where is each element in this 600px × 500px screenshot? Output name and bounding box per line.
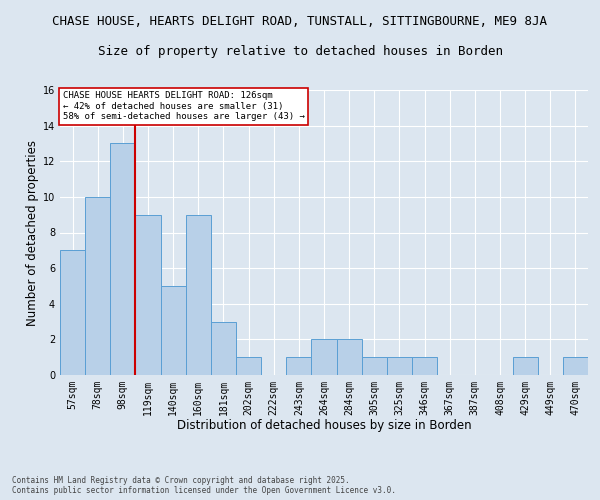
Bar <box>186 214 211 375</box>
Bar <box>161 286 186 375</box>
Text: CHASE HOUSE HEARTS DELIGHT ROAD: 126sqm
← 42% of detached houses are smaller (31: CHASE HOUSE HEARTS DELIGHT ROAD: 126sqm … <box>62 92 305 121</box>
Text: Size of property relative to detached houses in Borden: Size of property relative to detached ho… <box>97 45 503 58</box>
Bar <box>136 214 161 375</box>
Bar <box>236 357 261 375</box>
Bar <box>85 197 110 375</box>
X-axis label: Distribution of detached houses by size in Borden: Distribution of detached houses by size … <box>176 420 472 432</box>
Bar <box>286 357 311 375</box>
Bar <box>387 357 412 375</box>
Bar <box>563 357 588 375</box>
Bar <box>311 340 337 375</box>
Bar <box>362 357 387 375</box>
Bar <box>512 357 538 375</box>
Bar <box>60 250 85 375</box>
Bar <box>337 340 362 375</box>
Text: Contains HM Land Registry data © Crown copyright and database right 2025.
Contai: Contains HM Land Registry data © Crown c… <box>12 476 396 495</box>
Bar <box>211 322 236 375</box>
Bar <box>110 144 136 375</box>
Bar <box>412 357 437 375</box>
Text: CHASE HOUSE, HEARTS DELIGHT ROAD, TUNSTALL, SITTINGBOURNE, ME9 8JA: CHASE HOUSE, HEARTS DELIGHT ROAD, TUNSTA… <box>53 15 548 28</box>
Y-axis label: Number of detached properties: Number of detached properties <box>26 140 38 326</box>
